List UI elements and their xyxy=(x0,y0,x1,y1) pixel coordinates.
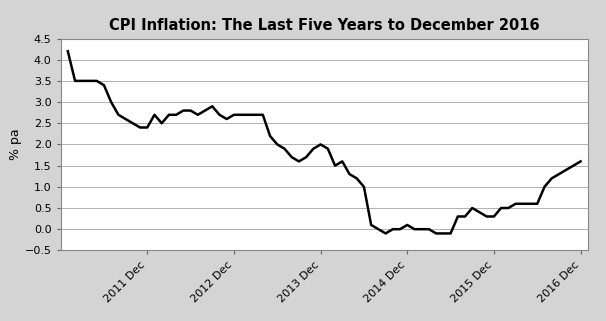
Y-axis label: % pa: % pa xyxy=(9,129,22,160)
Title: CPI Inflation: The Last Five Years to December 2016: CPI Inflation: The Last Five Years to De… xyxy=(109,18,539,33)
